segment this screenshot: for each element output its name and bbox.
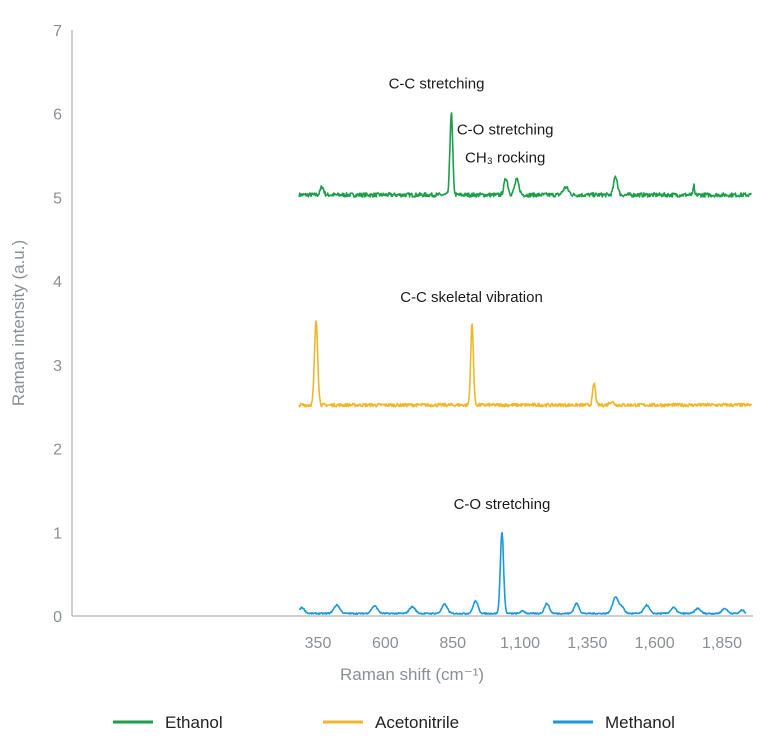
peak-annotation: CH₃ rocking bbox=[465, 149, 545, 166]
y-tick-label: 6 bbox=[53, 107, 62, 124]
x-tick-label: 1,350 bbox=[567, 635, 607, 652]
y-tick-label: 4 bbox=[53, 274, 62, 291]
annotations-group: C-C stretching C-O stretching CH₃ rocking C… bbox=[389, 76, 554, 513]
peak-annotation: C-C stretching bbox=[389, 76, 485, 93]
peak-annotation: C-O stretching bbox=[454, 496, 551, 513]
series-line-acetonitrile bbox=[298, 320, 753, 408]
y-tick-label: 0 bbox=[53, 609, 62, 626]
legend-label-acetonitrile: Acetonitrile bbox=[375, 713, 459, 732]
x-tick-label: 600 bbox=[372, 635, 399, 652]
peak-annotation: C-O stretching bbox=[457, 122, 554, 139]
x-tick-label: 1,600 bbox=[635, 635, 675, 652]
legend: Ethanol Acetonitrile Methanol bbox=[113, 713, 675, 732]
legend-label-ethanol: Ethanol bbox=[165, 713, 223, 732]
series-line-methanol bbox=[298, 532, 747, 615]
y-tick-label: 7 bbox=[53, 23, 62, 40]
axes: 0 1 2 3 4 5 6 7 350 600 850 1,100 1,350 1,600 1,850 Ram… bbox=[9, 23, 753, 684]
legend-label-methanol: Methanol bbox=[605, 713, 675, 732]
y-tick-label: 2 bbox=[53, 442, 62, 459]
y-tick-label: 5 bbox=[53, 190, 62, 207]
peak-annotation: C-C skeletal vibration bbox=[400, 289, 543, 306]
y-tick-label: 1 bbox=[53, 525, 62, 542]
x-axis-title: Raman shift (cm⁻¹) bbox=[340, 665, 484, 684]
x-tick-label: 350 bbox=[305, 635, 332, 652]
x-tick-label: 1,100 bbox=[500, 635, 540, 652]
y-tick-label: 3 bbox=[53, 358, 62, 375]
x-tick-label: 850 bbox=[439, 635, 466, 652]
x-tick-label: 1,850 bbox=[702, 635, 742, 652]
series-line-ethanol bbox=[298, 112, 752, 198]
y-axis-title: Raman intensity (a.u.) bbox=[9, 240, 28, 406]
series-group bbox=[298, 112, 753, 615]
